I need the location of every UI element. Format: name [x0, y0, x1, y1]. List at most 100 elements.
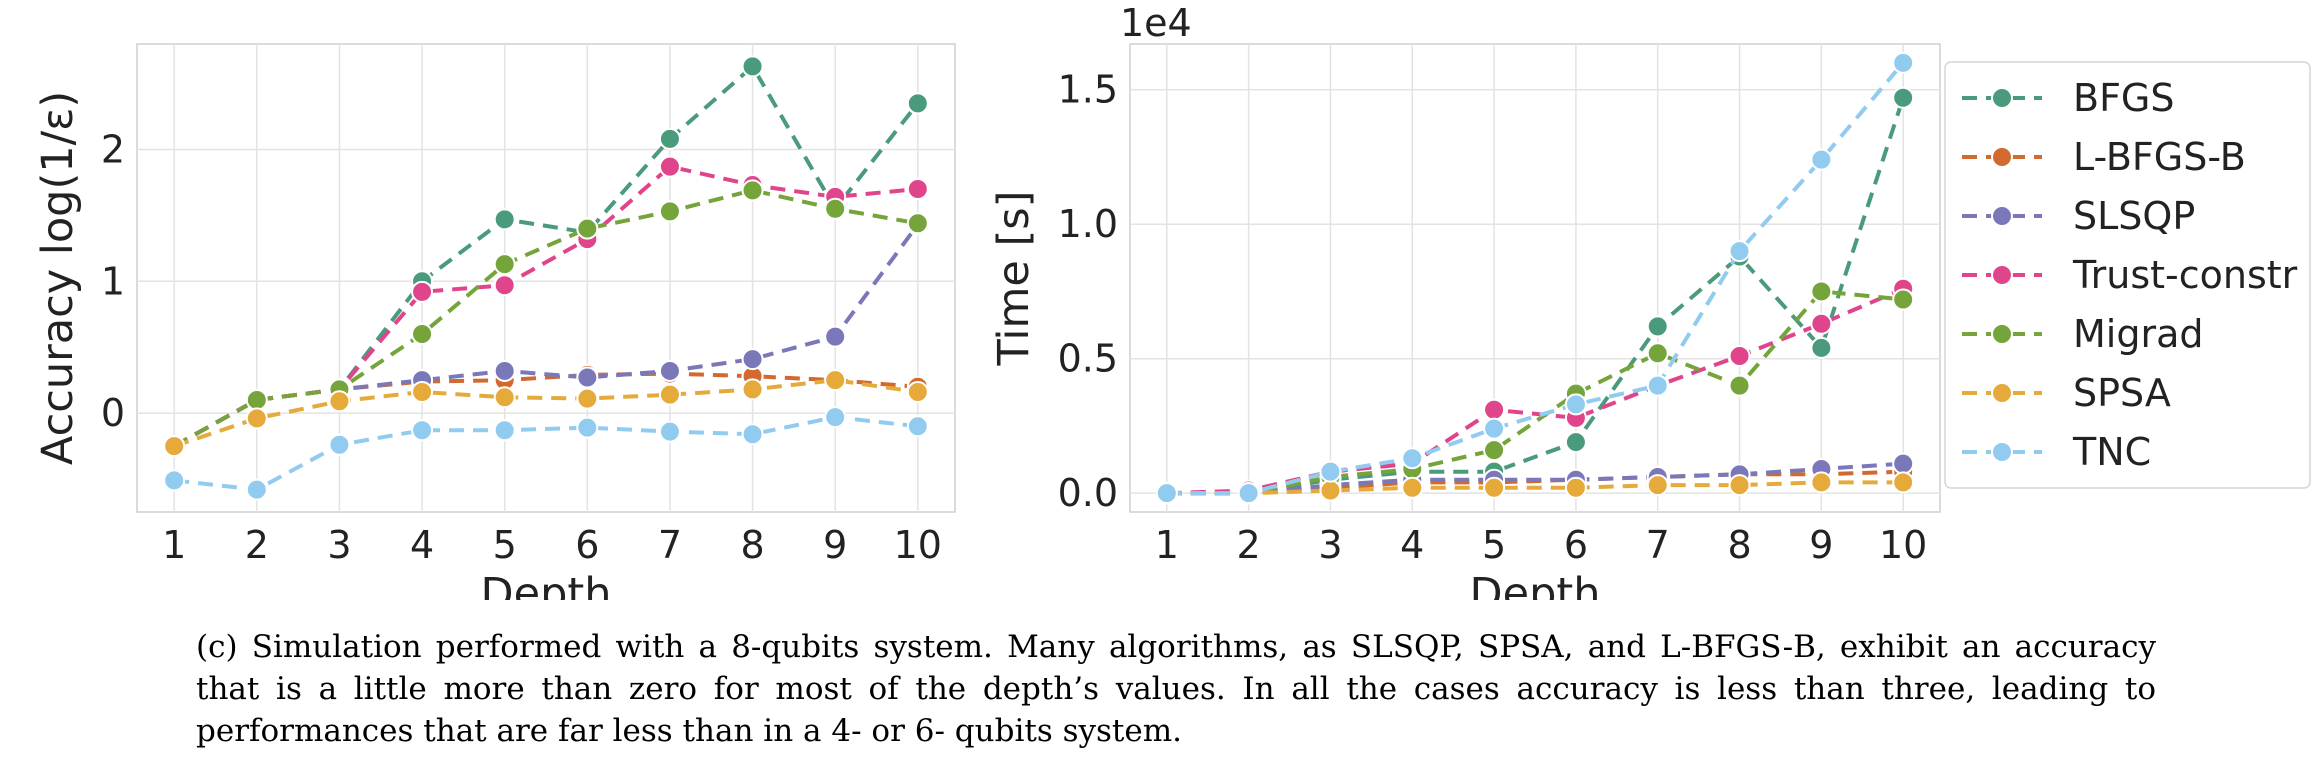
chart1-series-spsa-point — [245, 407, 268, 430]
chart1-x-tick-label: 8 — [740, 523, 764, 567]
chart1-y-tick-label: 2 — [101, 127, 125, 171]
chart1-series-bfgs-line — [173, 63, 920, 448]
chart2-series-tnc-point — [1810, 148, 1833, 171]
chart2-x-axis-label: Depth — [1470, 569, 1601, 600]
chart1-series-tnc-point — [493, 419, 516, 442]
chart2-series-migrad-line — [1166, 289, 1904, 496]
chart2-series-spsa-point — [1564, 476, 1587, 499]
chart1-series-spsa-point — [328, 390, 351, 413]
chart2-series-trust-constr-point — [1728, 345, 1751, 367]
chart2-series-spsa-point — [1401, 476, 1424, 499]
chart2-axis-offset-label: 1e4 — [1120, 1, 1192, 45]
chart2-series-tnc-point — [1401, 447, 1424, 470]
chart2-series-tnc-point — [1155, 482, 1178, 505]
chart2-series-tnc-point — [1646, 374, 1669, 397]
chart1-series-slsqp-point — [493, 359, 516, 382]
chart2-series-bfgs-point — [1564, 431, 1587, 454]
legend-bfgs-label: BFGS — [2073, 76, 2175, 120]
chart2-series-slsqp-line — [1166, 461, 1904, 496]
chart1-series-migrad-point — [576, 217, 599, 240]
chart1-series-bfgs-point — [658, 127, 681, 150]
chart1-series-slsqp-line — [173, 223, 920, 448]
chart1-series-spsa-point — [658, 383, 681, 406]
chart1-series-tnc-point — [824, 406, 847, 429]
chart1-x-tick-label: 10 — [894, 523, 942, 567]
chart2-series-spsa-point — [1728, 474, 1751, 497]
chart2-series-trust-constr-point — [1483, 398, 1506, 421]
legend-migrad-label: Migrad — [2073, 312, 2204, 356]
figure-caption: (c) Simulation performed with a 8-qubits… — [196, 629, 2156, 749]
chart1-series-migrad-point — [245, 388, 268, 411]
chart1-series-slsqp-point — [824, 325, 847, 348]
chart1-series-tnc-point — [245, 478, 268, 501]
chart2-series-spsa-point — [1319, 479, 1342, 502]
chart1-series-trust-constr-point — [493, 274, 516, 297]
chart1-series-migrad-point — [741, 179, 764, 202]
legend-bfgs-marker — [1991, 87, 2013, 109]
chart1-series-spsa-point — [493, 386, 516, 409]
chart1-series-trust-constr-point — [906, 178, 929, 201]
chart2-x-tick-label: 3 — [1318, 523, 1342, 567]
chart1-series-slsqp-point — [658, 359, 681, 382]
chart1-y-axis-label: Accuracy log(1/ε) — [33, 91, 83, 465]
chart2-series-tnc-point — [1483, 417, 1506, 440]
chart1-series-tnc-point — [658, 420, 681, 443]
chart1-series-spsa-point — [824, 369, 847, 392]
legend-slsqp-marker — [1991, 205, 2013, 227]
chart2-y-tick-label: 1.0 — [1058, 202, 1118, 246]
chart1-series-tnc-line — [173, 415, 919, 492]
legend-slsqp-label: SLSQP — [2073, 194, 2195, 238]
legend-l-bfgs-b-marker — [1991, 146, 2013, 168]
legend-spsa-marker — [1991, 382, 2013, 404]
chart2-x-tick-label: 2 — [1237, 523, 1261, 567]
chart2-series-bfgs-point — [1892, 86, 1915, 109]
chart1-series-bfgs-point — [741, 55, 764, 78]
chart2-series-migrad-point — [1646, 342, 1669, 365]
chart1-y-tick-label: 1 — [101, 259, 125, 303]
chart2-y-tick-label: 0.0 — [1058, 471, 1118, 515]
chart2-series-tnc-point — [1728, 240, 1751, 263]
chart2-x-tick-label: 10 — [1879, 523, 1927, 567]
chart2-y-tick-label: 1.5 — [1058, 68, 1118, 112]
chart1-y-tick-label: 0 — [101, 391, 125, 435]
chart1-series-slsqp-point — [741, 348, 764, 371]
chart1-series-tnc-point — [741, 423, 764, 446]
chart2-series-spsa-line — [1166, 480, 1904, 496]
chart1-series-spsa-point — [741, 378, 764, 401]
chart1-series-spsa-point — [576, 387, 599, 410]
chart2-x-tick-label: 8 — [1727, 523, 1751, 567]
chart1-series-l-bfgs-b-line — [173, 371, 918, 448]
chart1-x-axis-label: Depth — [481, 569, 612, 600]
chart2-series-bfgs-point — [1646, 315, 1669, 338]
chart1-series-spsa-line — [173, 378, 919, 448]
chart2-x-tick-label: 9 — [1809, 523, 1833, 567]
chart2-series-migrad-point — [1728, 374, 1751, 397]
chart2-series-migrad-point — [1892, 288, 1915, 311]
chart1-x-tick-label: 4 — [410, 523, 434, 567]
chart2-series-migrad-point — [1810, 280, 1833, 303]
legend-trust-constr-label: Trust-constr — [2072, 253, 2298, 297]
chart1-x-tick-label: 9 — [823, 523, 847, 567]
chart2-x-tick-label: 6 — [1564, 523, 1588, 567]
chart1-series-slsqp-point — [576, 366, 599, 389]
chart1-series-migrad-point — [411, 323, 434, 346]
chart1-series-tnc-point — [328, 433, 351, 456]
chart2-series-tnc-point — [1319, 460, 1342, 483]
legend-box — [1944, 61, 2311, 489]
chart1-x-tick-label: 7 — [658, 523, 682, 567]
chart2-series-slsqp-point — [1892, 452, 1915, 475]
chart2-series-spsa-point — [1810, 471, 1833, 494]
chart1-x-tick-label: 6 — [575, 523, 599, 567]
chart1-plot-area — [136, 43, 956, 513]
chart1-series-migrad-point — [658, 200, 681, 223]
legend-spsa-label: SPSA — [2073, 371, 2171, 415]
chart1-x-tick-label: 1 — [162, 523, 186, 567]
chart2-series-tnc-point — [1237, 482, 1260, 505]
legend-migrad-marker — [1991, 323, 2013, 345]
chart2-series-tnc-point — [1564, 393, 1587, 416]
chart2-series-tnc-point — [1892, 51, 1915, 74]
chart1-series-spsa-point — [163, 435, 186, 458]
chart2-x-tick-label: 5 — [1482, 523, 1506, 567]
chart2-plot-area — [1129, 43, 1941, 513]
figure: 1 2 3 4 5 6 7 8 9 10 0 1 2 Depth Accuracy log(1/ε) 1 2 3 4… — [33, 1, 2311, 600]
